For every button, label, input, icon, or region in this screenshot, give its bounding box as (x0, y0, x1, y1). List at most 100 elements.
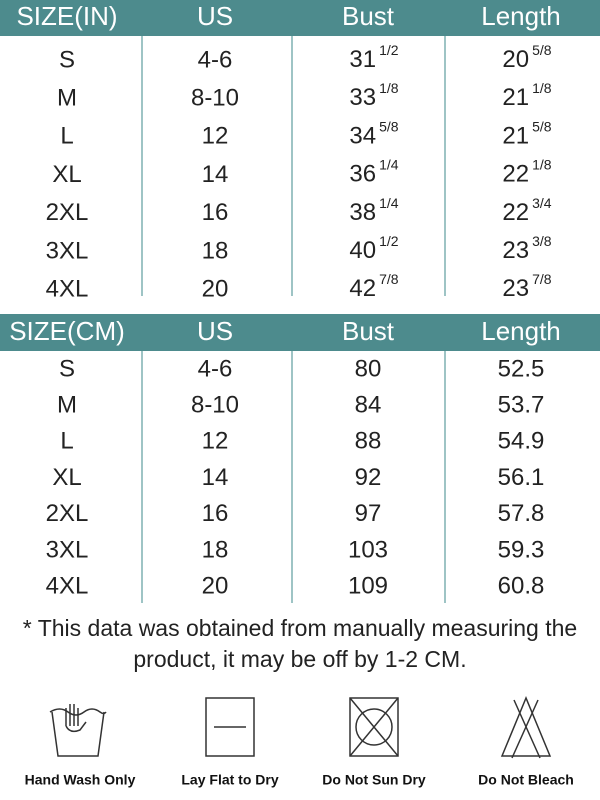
cell-fraction: 5/8 (532, 42, 552, 58)
no-bleach-icon (500, 696, 552, 759)
cell-fraction: 7/8 (532, 271, 552, 287)
table-cell: S (59, 46, 75, 73)
table-cell: 109 (348, 573, 388, 600)
table-cell: 2XL (46, 199, 89, 226)
table-cell: 57.8 (498, 500, 545, 527)
table-cell: 52.5 (498, 355, 545, 382)
header-band (0, 0, 600, 36)
table-cell: 20 (202, 276, 229, 303)
table-cell: 38 1/4 (349, 195, 398, 227)
table-cell: 3XL (46, 237, 89, 264)
table-cell: S (59, 355, 75, 382)
cell-whole: 23 (502, 276, 529, 303)
table-cell: 56.1 (498, 464, 545, 491)
table-cell: 33 1/8 (349, 80, 398, 112)
table-cell: 80 (355, 355, 382, 382)
table-cell: 21 5/8 (502, 118, 551, 150)
cell-whole: 31 (349, 46, 376, 73)
table-cell: 18 (202, 536, 229, 563)
table-cell: 16 (202, 500, 229, 527)
column-header: Bust (342, 1, 395, 31)
table-cell: 8-10 (191, 85, 239, 112)
cell-whole: 34 (349, 123, 376, 150)
table-cell: 40 1/2 (349, 233, 398, 265)
column-header: US (197, 316, 233, 346)
care-label: Do Not Bleach (478, 772, 574, 788)
cell-fraction: 1/8 (379, 80, 399, 96)
care-label: Hand Wash Only (25, 772, 136, 788)
cell-whole: 22 (502, 199, 529, 226)
table-cell: XL (52, 464, 81, 491)
table-cell: 4XL (46, 573, 89, 600)
table-cell: 23 3/8 (502, 233, 551, 265)
cell-whole: 22 (502, 161, 529, 188)
cell-fraction: 1/2 (379, 42, 399, 58)
column-header: SIZE(IN) (16, 1, 117, 31)
table-cell: 84 (355, 392, 382, 419)
table-cell: 54.9 (498, 428, 545, 455)
table-cell: 4-6 (198, 355, 233, 382)
table-cell: 2XL (46, 500, 89, 527)
note-line: * This data was obtained from manually m… (23, 615, 577, 641)
cell-whole: 21 (502, 123, 529, 150)
cell-fraction: 3/8 (532, 233, 552, 249)
cell-fraction: 1/8 (532, 80, 552, 96)
table-cell: 88 (355, 428, 382, 455)
lay-flat-icon (205, 697, 255, 757)
table-cell: L (60, 123, 73, 150)
cell-whole: 33 (349, 85, 376, 112)
cell-fraction: 1/8 (532, 156, 552, 172)
column-header: SIZE(CM) (9, 316, 125, 346)
table-cell: 14 (202, 464, 229, 491)
header-band (0, 314, 600, 351)
table-cell: 34 5/8 (349, 118, 398, 150)
cell-fraction: 3/4 (532, 195, 552, 211)
column-header: US (197, 1, 233, 31)
cell-whole: 21 (502, 85, 529, 112)
table-cell: 59.3 (498, 536, 545, 563)
table-cell: 8-10 (191, 392, 239, 419)
note-line: product, it may be off by 1-2 CM. (133, 646, 466, 672)
table-cell: 60.8 (498, 573, 545, 600)
cell-fraction: 5/8 (532, 118, 552, 134)
table-cell: 16 (202, 199, 229, 226)
table-cell: 12 (202, 123, 229, 150)
table-cell: M (57, 392, 77, 419)
table-cell: M (57, 85, 77, 112)
cell-fraction: 5/8 (379, 118, 399, 134)
table-cell: 97 (355, 500, 382, 527)
table-cell: L (60, 428, 73, 455)
no-sun-dry-icon (349, 697, 399, 757)
cell-whole: 40 (349, 237, 376, 264)
hand-wash-icon (49, 704, 107, 757)
table-cell: 4-6 (198, 46, 233, 73)
cell-whole: 38 (349, 199, 376, 226)
cell-whole: 42 (349, 276, 376, 303)
table-cell: 14 (202, 161, 229, 188)
table-cell: 22 3/4 (502, 195, 551, 227)
table-cell: 20 (202, 573, 229, 600)
care-label: Do Not Sun Dry (322, 772, 426, 788)
table-cell: 36 1/4 (349, 156, 398, 188)
table-cell: 3XL (46, 536, 89, 563)
column-header: Bust (342, 316, 395, 346)
column-header: Length (481, 1, 561, 31)
table-cell: 18 (202, 237, 229, 264)
cell-whole: 23 (502, 237, 529, 264)
cell-fraction: 1/2 (379, 233, 399, 249)
table-cell: 42 7/8 (349, 271, 398, 303)
care-label: Lay Flat to Dry (181, 772, 278, 788)
cell-fraction: 7/8 (379, 271, 399, 287)
cell-whole: 20 (502, 46, 529, 73)
cell-whole: 36 (349, 161, 376, 188)
table-cell: 31 1/2 (349, 42, 398, 74)
table-cell: 21 1/8 (502, 80, 551, 112)
table-cell: 53.7 (498, 392, 545, 419)
table-cell: 12 (202, 428, 229, 455)
table-cell: 20 5/8 (502, 42, 551, 74)
cell-fraction: 1/4 (379, 156, 399, 172)
table-cell: 4XL (46, 276, 89, 303)
table-cell: 22 1/8 (502, 156, 551, 188)
table-cell: 23 7/8 (502, 271, 551, 303)
